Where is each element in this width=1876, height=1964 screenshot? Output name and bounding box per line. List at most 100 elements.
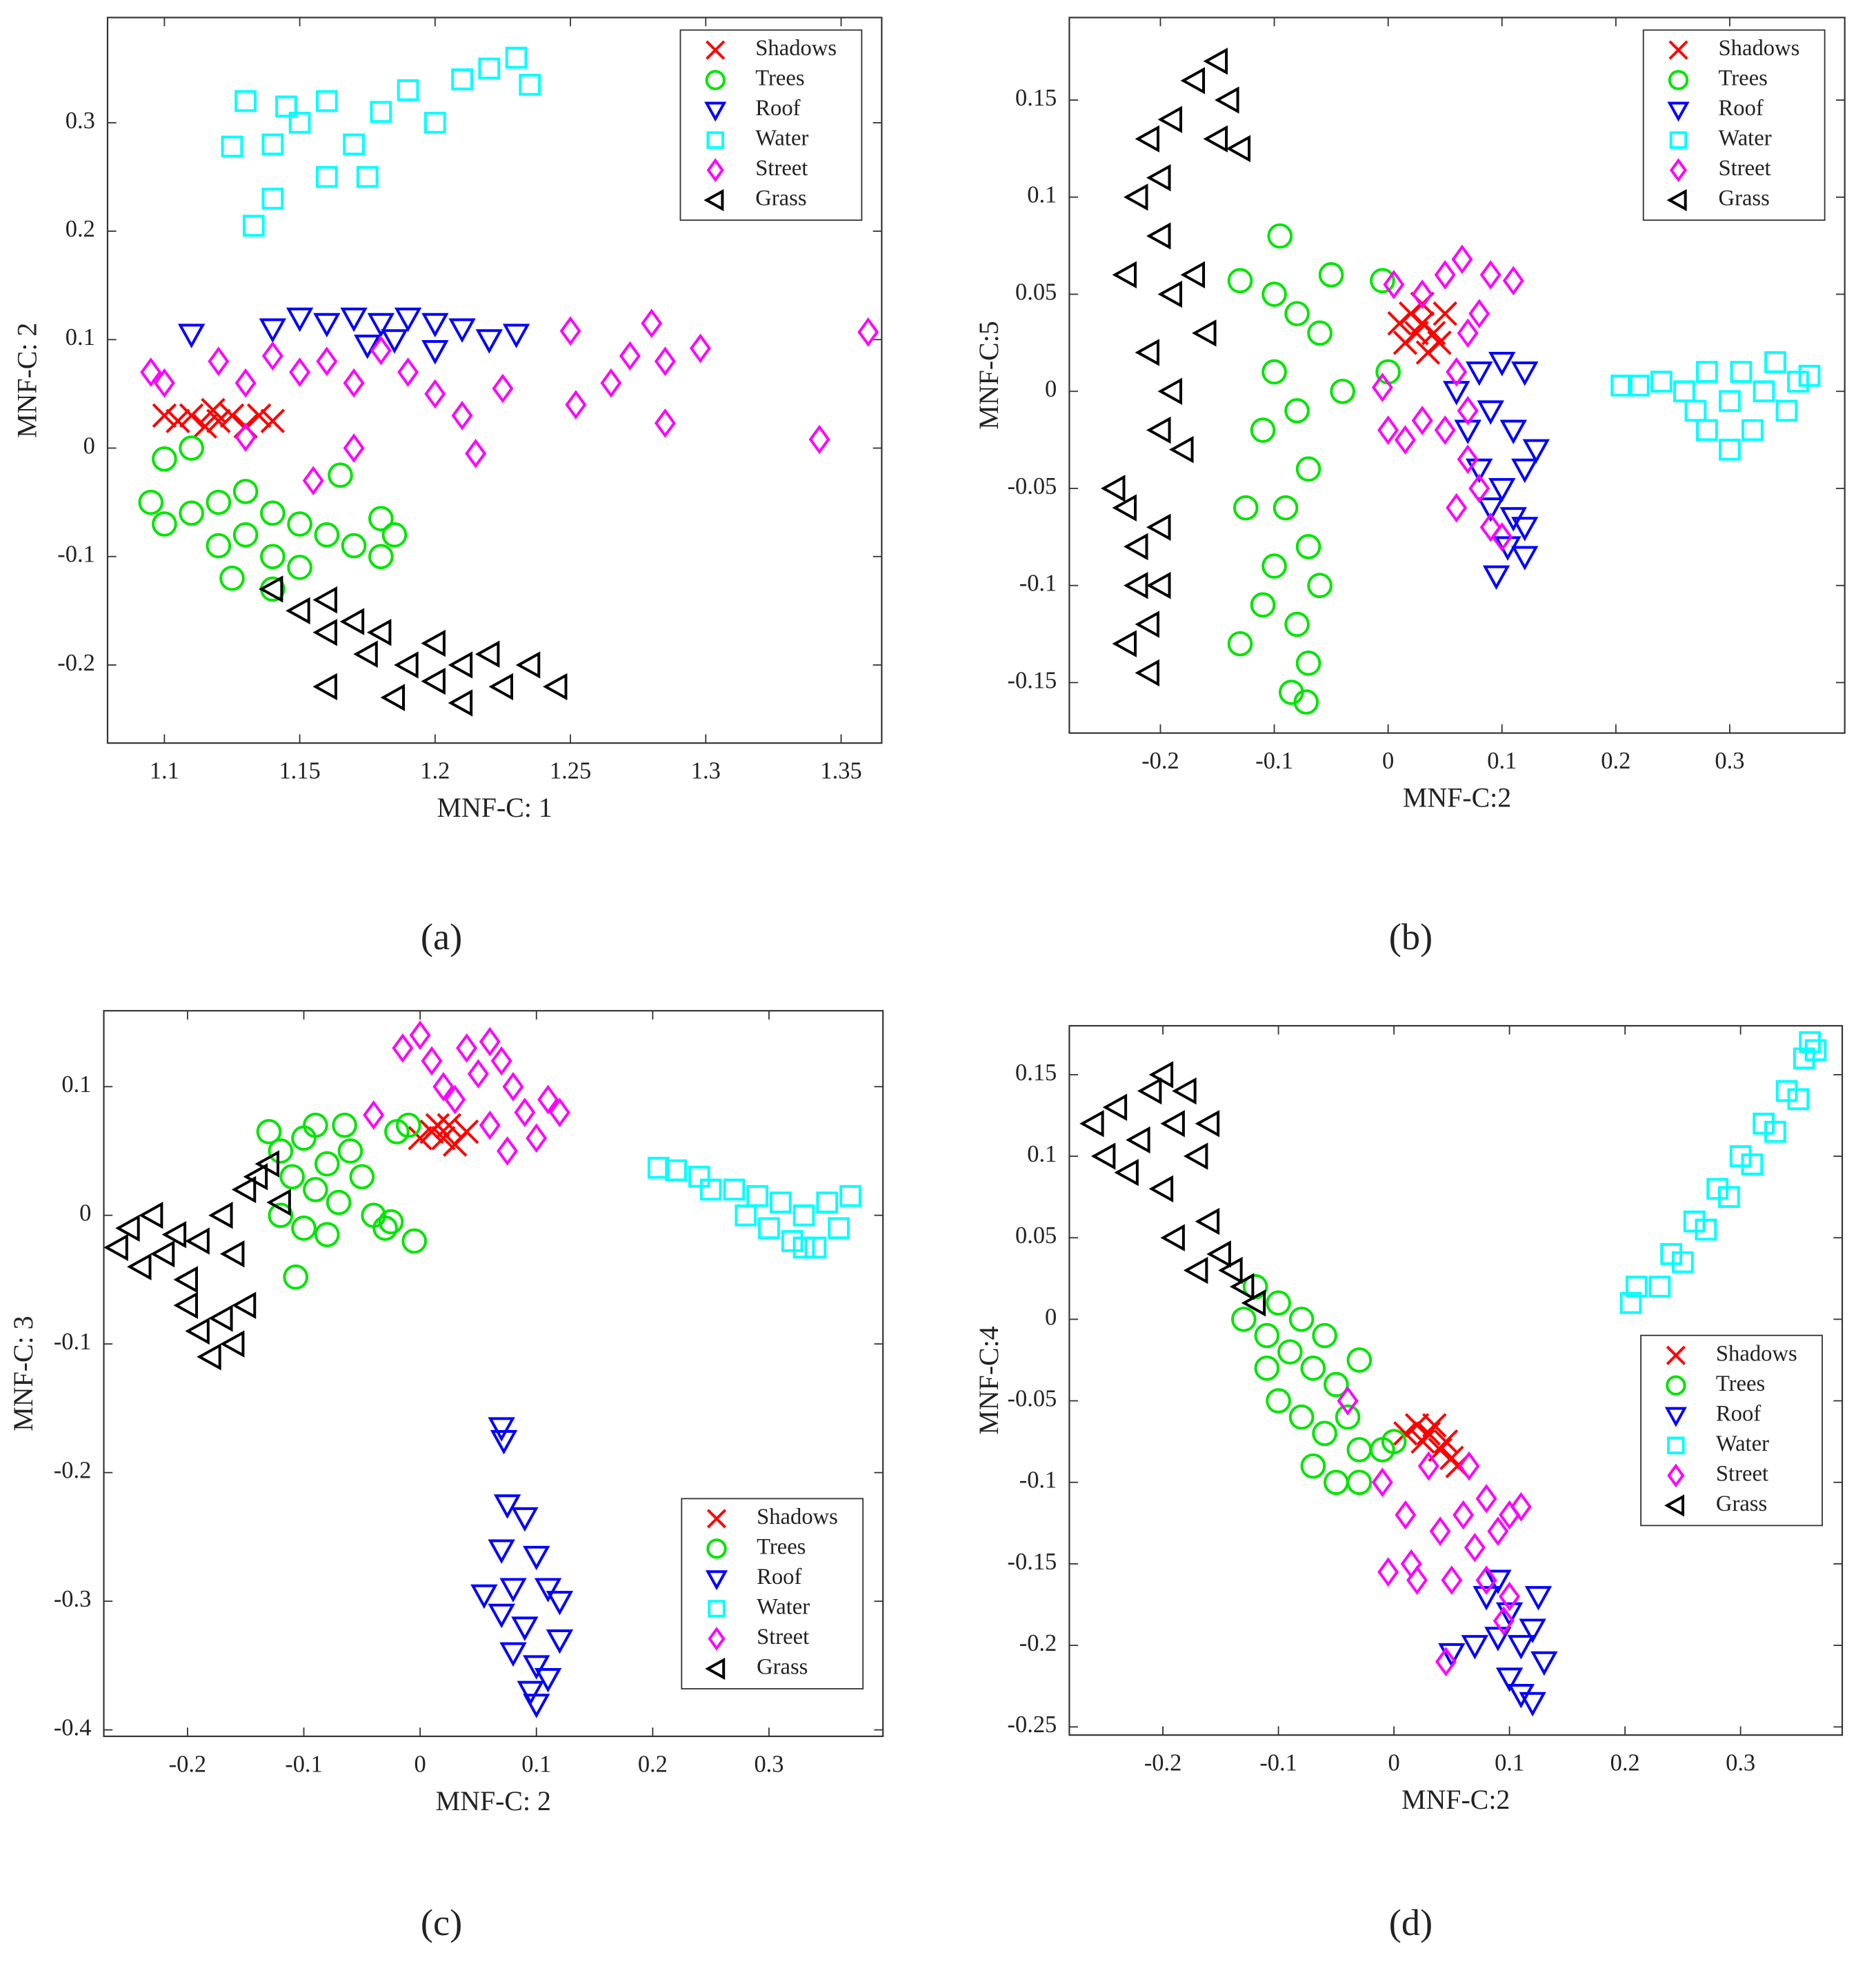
point <box>1477 497 1504 522</box>
point <box>1370 1437 1395 1462</box>
point <box>1346 1469 1373 1496</box>
point <box>356 166 379 188</box>
point <box>502 324 530 348</box>
point <box>1804 1039 1827 1062</box>
point <box>1696 361 1718 383</box>
point <box>115 1214 140 1242</box>
legend-label: Street <box>1716 1461 1768 1486</box>
point <box>260 500 286 526</box>
legend-box <box>1642 29 1826 221</box>
point <box>519 74 541 96</box>
legend-label: Roof <box>1716 1401 1761 1426</box>
point <box>1377 1557 1399 1587</box>
point <box>1394 425 1416 455</box>
point <box>432 1071 455 1102</box>
x-tick-label: 1.3 <box>691 758 721 784</box>
point <box>546 1591 574 1616</box>
point <box>475 640 500 668</box>
point <box>219 1240 245 1268</box>
point <box>152 403 177 428</box>
point <box>197 1343 221 1371</box>
point <box>534 1667 562 1693</box>
point <box>600 368 622 398</box>
point <box>1493 1606 1515 1636</box>
point <box>287 511 312 537</box>
point <box>816 1191 839 1213</box>
y-axis-label: MNF-C: 2 <box>12 323 43 438</box>
point <box>488 1539 515 1564</box>
point <box>1227 631 1253 657</box>
legend-marker <box>1664 1494 1685 1517</box>
point <box>260 576 286 602</box>
legend-marker <box>1669 158 1688 183</box>
legend-label: Trees <box>1719 66 1768 91</box>
point <box>1435 1647 1457 1677</box>
legend-marker <box>705 1570 728 1591</box>
y-tick-label: -0.25 <box>1008 1712 1057 1738</box>
point <box>839 1184 861 1207</box>
point <box>488 1603 515 1629</box>
point <box>1112 630 1137 657</box>
point <box>1254 1356 1280 1381</box>
point <box>523 1694 550 1718</box>
point <box>312 673 337 701</box>
point <box>517 1680 545 1706</box>
point <box>511 1507 539 1532</box>
point <box>1626 1276 1648 1298</box>
point <box>291 1125 317 1151</box>
point <box>275 95 297 118</box>
point <box>1458 1451 1480 1481</box>
point <box>1475 1484 1497 1514</box>
x-axis-label: MNF-C:2 <box>1403 782 1511 813</box>
y-tick-label: -0.1 <box>1019 1467 1057 1494</box>
point <box>534 1578 562 1603</box>
point <box>1288 1404 1315 1430</box>
point <box>1250 592 1276 618</box>
x-tick-label: 0.3 <box>754 1751 784 1777</box>
point <box>1451 244 1473 275</box>
point <box>1466 458 1493 484</box>
point <box>1295 456 1321 482</box>
point <box>234 90 257 112</box>
point <box>1206 1240 1231 1268</box>
point <box>699 1178 722 1201</box>
point <box>1457 318 1479 348</box>
legend-marker <box>1667 1463 1685 1488</box>
legend-label: Grass <box>755 186 806 211</box>
point <box>397 79 419 101</box>
point <box>1250 417 1276 443</box>
point <box>140 357 162 387</box>
point <box>1295 534 1321 559</box>
legend-marker <box>1667 1436 1685 1455</box>
point <box>153 368 175 398</box>
point <box>1719 438 1741 461</box>
point <box>1288 1307 1315 1332</box>
point <box>1293 689 1319 715</box>
point <box>266 1189 291 1216</box>
point <box>1157 280 1183 308</box>
point <box>505 46 528 69</box>
point <box>1491 522 1513 552</box>
point <box>1650 370 1673 393</box>
point <box>1393 1421 1418 1446</box>
point <box>103 1233 128 1262</box>
point <box>1507 1635 1535 1660</box>
point <box>1499 419 1527 444</box>
point <box>314 1222 340 1247</box>
point <box>857 317 879 347</box>
legend-label: Trees <box>1716 1371 1765 1396</box>
point <box>1146 572 1171 599</box>
point <box>1395 1500 1417 1530</box>
point <box>243 215 265 237</box>
point <box>746 1184 768 1207</box>
point <box>232 479 259 504</box>
point <box>619 341 641 371</box>
point <box>1511 517 1539 542</box>
point <box>492 373 514 404</box>
point <box>1172 1077 1197 1105</box>
point <box>1266 1290 1291 1316</box>
y-tick-label: 0 <box>79 1200 91 1227</box>
point <box>1429 1516 1451 1547</box>
point <box>279 1164 305 1190</box>
point <box>654 346 676 377</box>
